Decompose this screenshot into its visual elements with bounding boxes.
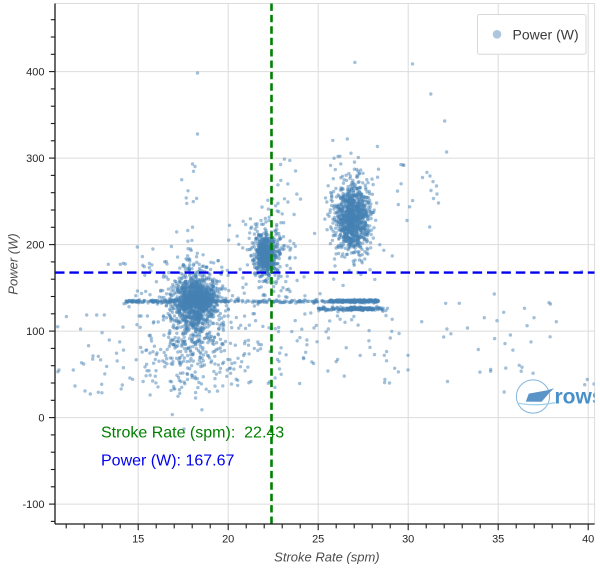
svg-text:30: 30 — [402, 534, 414, 546]
svg-text:400: 400 — [26, 67, 44, 79]
svg-text:rows: rows — [555, 386, 600, 409]
svg-text:25: 25 — [312, 534, 324, 546]
svg-text:0: 0 — [38, 413, 44, 425]
svg-text:Power (W): 167.67: Power (W): 167.67 — [101, 452, 234, 469]
svg-text:Power (W): Power (W) — [6, 233, 21, 294]
svg-text:300: 300 — [26, 153, 44, 165]
svg-text:100: 100 — [26, 326, 44, 338]
svg-text:-100: -100 — [22, 499, 44, 511]
svg-text:35: 35 — [492, 534, 504, 546]
svg-text:15: 15 — [132, 534, 144, 546]
svg-text:Power (W): Power (W) — [513, 26, 579, 42]
svg-text:Stroke Rate (spm): 22.43: Stroke Rate (spm): 22.43 — [101, 425, 284, 442]
svg-text:200: 200 — [26, 240, 44, 252]
svg-text:20: 20 — [222, 534, 234, 546]
svg-text:Stroke Rate (spm): Stroke Rate (spm) — [274, 550, 379, 565]
svg-text:40: 40 — [582, 534, 594, 546]
